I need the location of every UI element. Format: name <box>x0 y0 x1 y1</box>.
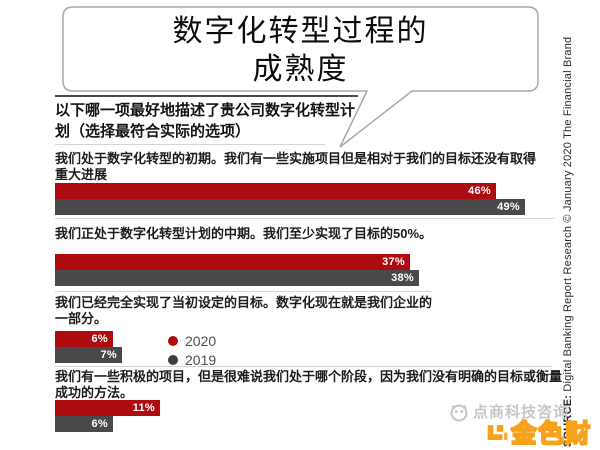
chart-title-line2: 成熟度 <box>252 53 349 86</box>
speech-bubble <box>62 6 539 148</box>
watermark-orange: 金色财经 <box>486 414 600 450</box>
watermark-gray: 点商科技咨询 <box>449 401 569 422</box>
bar-2020-option-4: 11% <box>55 400 160 416</box>
bar-2020-option-1: 46% <box>55 183 496 199</box>
source-text: Digital Banking Report Research © Januar… <box>562 36 574 395</box>
divider <box>55 144 325 145</box>
bar-2019-option-3: 7% <box>55 347 122 363</box>
divider <box>55 218 555 219</box>
legend-label-2019: 2019 <box>185 352 217 368</box>
bar-value-label: 6% <box>91 418 108 430</box>
bar-2019-option-1: 49% <box>55 199 525 215</box>
legend-item-2020: 2020 <box>168 333 216 349</box>
legend-dot-2019 <box>168 355 178 365</box>
legend-label-2020: 2020 <box>185 333 217 349</box>
bar-value-label: 38% <box>391 272 414 284</box>
watermark-orange-text: 金色财经 <box>510 419 593 449</box>
divider <box>55 366 552 367</box>
header-rule <box>55 95 358 97</box>
bar-2019-option-2: 38% <box>55 270 419 286</box>
bar-value-label: 49% <box>497 201 520 213</box>
divider <box>55 291 432 292</box>
legend-dot-2020 <box>168 336 178 346</box>
chart-title-line1: 数字化转型过程的 <box>172 15 429 48</box>
option-label-1: 我们处于数字化转型的初期。我们有一些实施项目但是相对于我们的目标还没有取得重大进… <box>55 151 537 182</box>
bar-value-label: 7% <box>100 349 117 361</box>
bar-value-label: 46% <box>468 185 491 197</box>
option-label-2: 我们正处于数字化转型计划的中期。我们至少实现了目标的50%。 <box>55 226 433 241</box>
jinse-logo-icon <box>487 425 508 440</box>
bar-2020-option-3: 6% <box>55 331 113 347</box>
legend: 2020 2019 <box>168 333 216 371</box>
watermark-gray-text: 点商科技咨询 <box>473 404 570 421</box>
smiley-face-icon <box>450 404 468 421</box>
bar-value-label: 6% <box>91 333 108 345</box>
option-label-3: 我们已经完全实现了当初设定的目标。数字化现在就是我们企业的一部分。 <box>55 295 433 326</box>
source-credit: SOURCE: Digital Banking Report Research … <box>562 9 574 447</box>
chart-title: 数字化转型过程的 成熟度 <box>63 13 538 89</box>
bar-2019-option-4: 6% <box>55 416 113 432</box>
option-label-4: 我们有一些积极的项目，但是很难说我们处于哪个阶段，因为我们没有明确的目标或衡量成… <box>55 369 563 400</box>
bar-value-label: 37% <box>382 256 405 268</box>
legend-item-2019: 2019 <box>168 352 216 368</box>
bar-value-label: 11% <box>132 402 155 414</box>
bar-2020-option-2: 37% <box>55 254 410 270</box>
survey-question: 以下哪一项最好地描述了贵公司数字化转型计划（选择最符合实际的选项） <box>55 102 356 140</box>
